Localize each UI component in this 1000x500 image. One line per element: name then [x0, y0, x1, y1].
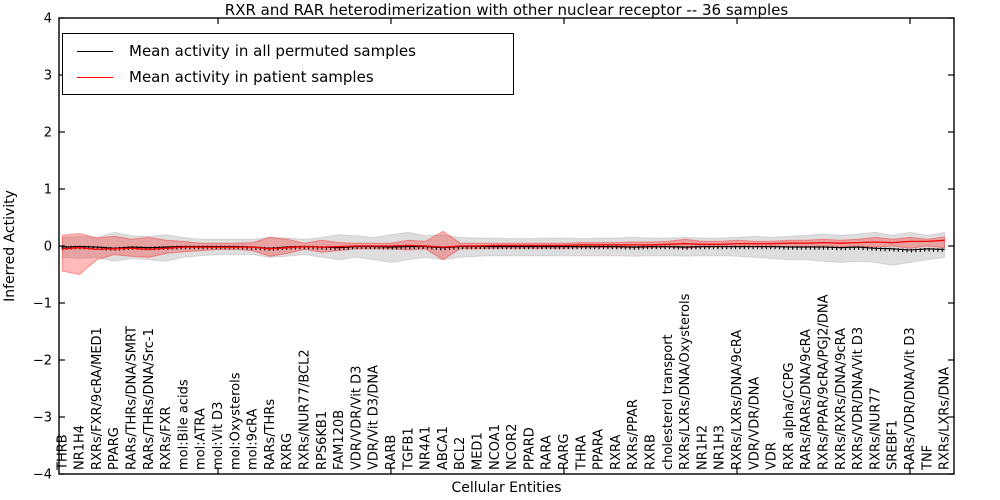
- y-tick-label: 0: [44, 240, 52, 255]
- legend-item-patient: Mean activity in patient samples: [63, 68, 513, 86]
- y-tick-label: 3: [44, 69, 52, 84]
- patient-line-swatch-icon: [77, 76, 113, 78]
- y-axis-label: Inferred Activity: [2, 190, 18, 302]
- entity-label: ABCA1: [436, 426, 451, 470]
- entity-label: THRA: [574, 435, 589, 471]
- entity-label: RARB: [384, 435, 399, 470]
- entity-label: RXRs/LXRs/DNA: [938, 367, 953, 470]
- entity-label: SREBF1: [886, 420, 901, 470]
- entity-label: TGFB1: [401, 427, 416, 471]
- entity-label: BCL2: [453, 437, 468, 470]
- legend-label-permuted: Mean activity in all permuted samples: [129, 42, 416, 60]
- entity-label: NR4A1: [419, 426, 434, 470]
- entity-label: RARG: [557, 433, 572, 470]
- entity-label: RXRs/FXR/9cRA/MED1: [90, 327, 105, 470]
- entity-label: RXRs/NUR77/BCL2: [298, 349, 313, 470]
- legend: Mean activity in all permuted samples Me…: [62, 33, 514, 95]
- entity-label: NR1H3: [713, 425, 728, 470]
- entity-label: RXRs/LXRs/DNA/Oxysterols: [678, 293, 693, 470]
- entity-label: PPARG: [107, 427, 122, 470]
- entity-label: RXRG: [280, 433, 295, 470]
- entity-label: RARA: [540, 435, 555, 470]
- entity-label: NCOA1: [488, 424, 503, 470]
- entity-label: VDR: [765, 442, 780, 470]
- entity-label: NR1H2: [695, 425, 710, 470]
- patient-mean-line: [62, 239, 945, 251]
- entity-label: RXRs/NUR77: [868, 387, 883, 470]
- entity-label: RARs/THRs/DNA/SMRT: [125, 326, 140, 470]
- entity-label: RXRs/LXRs/DNA/9cRA: [730, 330, 745, 470]
- entity-label: mol:Vit D3: [211, 402, 226, 470]
- legend-item-permuted: Mean activity in all permuted samples: [63, 42, 513, 60]
- x-axis-label: Cellular Entities: [451, 480, 562, 496]
- entity-label: RARs/RARs/DNA/9cRA: [799, 329, 814, 470]
- entity-label: RXRs/VDR/DNA/Vit D3: [851, 327, 866, 470]
- y-tick-label: −3: [33, 411, 52, 426]
- entity-label: RXR alpha/CCPG: [782, 362, 797, 470]
- entity-label: RXRs/RXRs/DNA/9cRA: [834, 328, 849, 470]
- entity-label: RARs/THRs: [263, 399, 278, 470]
- entity-label: mol:Bile acids: [176, 379, 191, 470]
- y-tick-label: −4: [33, 468, 52, 483]
- entity-label: cholesterol transport: [661, 334, 676, 470]
- chart-title: RXR and RAR heterodimerization with othe…: [224, 1, 789, 19]
- entity-label: RPS6KB1: [315, 411, 330, 470]
- entity-label: FAM120B: [332, 410, 347, 470]
- entity-label: PPARA: [592, 429, 607, 470]
- entity-label: RXRB: [644, 434, 659, 470]
- entity-label: NR1H4: [73, 425, 88, 470]
- legend-label-patient: Mean activity in patient samples: [129, 68, 374, 86]
- entity-label: mol:9cRA: [246, 408, 261, 470]
- y-tick-label: 2: [44, 126, 52, 141]
- y-tick-label: −1: [33, 297, 52, 312]
- permuted-line-swatch-icon: [77, 50, 113, 52]
- entity-label: TNF: [920, 445, 935, 471]
- patient-confidence-band: [61, 230, 946, 276]
- entity-label: NCOR2: [505, 424, 520, 470]
- entity-label: RXRs/PPAR: [626, 399, 641, 470]
- entity-label: RXRs/FXR: [159, 406, 174, 470]
- entity-label: mol:Oxysterols: [228, 372, 243, 470]
- entity-label: RARs/THRs/DNA/Src-1: [142, 328, 157, 470]
- entity-label: VDR/VDR/DNA: [747, 377, 762, 470]
- entity-label: RXRA: [609, 435, 624, 470]
- permuted-confidence-band: [61, 231, 946, 266]
- y-tick-label: 4: [44, 12, 52, 27]
- entity-label: VDR/VDR/Vit D3: [349, 366, 364, 470]
- entity-label: PPARD: [522, 427, 537, 470]
- entity-label: THRB: [55, 434, 70, 471]
- entity-label: VDR/Vit D3/DNA: [367, 365, 382, 470]
- entity-label: MED1: [471, 432, 486, 470]
- entity-label: RARs/VDR/DNA/Vit D3: [903, 327, 918, 470]
- y-tick-label: −2: [33, 354, 52, 369]
- y-tick-label: 1: [44, 183, 52, 198]
- entity-label: mol:ATRA: [194, 408, 209, 470]
- entity-label: RXRs/PPAR/9cRA/PGJ2/DNA: [817, 294, 832, 470]
